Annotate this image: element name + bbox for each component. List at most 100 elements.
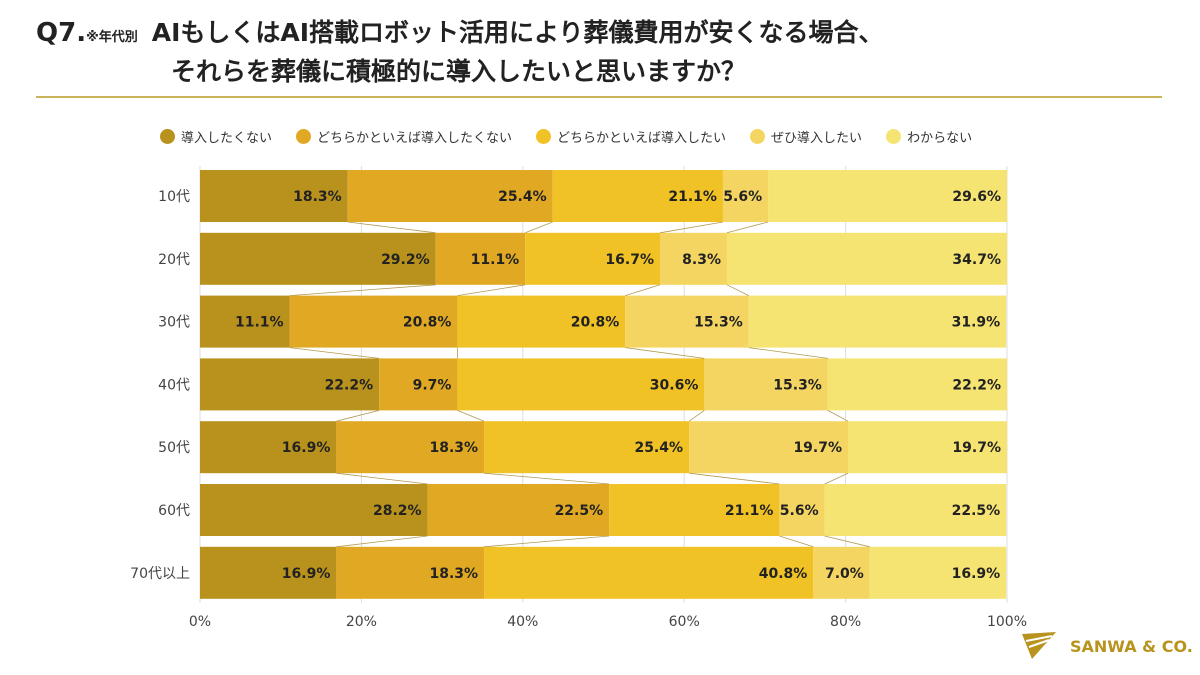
data-label: 5.6%: [723, 189, 762, 205]
bar-segment: [200, 358, 380, 411]
connector-line: [688, 410, 705, 422]
bar-segment: [200, 546, 337, 599]
connector-line: [748, 347, 828, 359]
bar-segment: [200, 421, 337, 474]
data-label: 22.5%: [952, 503, 1001, 519]
connector-line: [525, 221, 553, 234]
category-label: 40代: [158, 377, 190, 393]
connector-line: [289, 284, 436, 296]
x-tick-label: 100%: [987, 614, 1027, 630]
bar-segment: [336, 421, 485, 474]
data-label: 15.3%: [773, 377, 822, 393]
bar-segment: [336, 546, 485, 599]
connector-line: [347, 221, 436, 234]
x-tick-label: 0%: [189, 614, 211, 630]
x-tick-label: 60%: [669, 614, 700, 630]
data-label: 5.6%: [780, 503, 819, 519]
data-label: 20.8%: [571, 315, 620, 331]
bar-segment: [484, 421, 690, 474]
legend-swatch: [160, 129, 175, 144]
data-label: 18.3%: [293, 189, 342, 205]
bar-segment: [659, 232, 727, 285]
data-label: 18.3%: [429, 440, 478, 456]
legend-item: どちらかといえば導入したい: [536, 127, 726, 146]
data-label: 30.6%: [650, 377, 699, 393]
bar-segment: [435, 232, 526, 285]
legend-label: 導入したくない: [181, 131, 273, 146]
legend-swatch: [750, 129, 766, 144]
category-label: 50代: [158, 440, 190, 456]
data-label: 29.2%: [381, 252, 430, 268]
legend-item: 導入したくない: [160, 127, 272, 146]
connector-line: [726, 221, 769, 234]
category-label: 60代: [158, 503, 190, 519]
data-label: 21.1%: [668, 189, 717, 205]
bar-segment: [457, 295, 626, 348]
category-label: 20代: [158, 252, 190, 268]
title-line-1: AIもしくはAI搭載ロボット活用により葬儀費用が安くなる場合、: [151, 18, 884, 47]
legend-swatch: [536, 129, 552, 144]
x-tick-label: 20%: [346, 614, 377, 630]
connector-line: [336, 472, 428, 485]
bar-segment: [779, 484, 825, 536]
logo-text: SANWA & CO.: [1070, 636, 1193, 656]
sanwa-logo: SANWA & CO.: [1022, 632, 1193, 660]
data-label: 28.2%: [373, 503, 422, 519]
category-label: 30代: [158, 315, 190, 331]
data-label: 40.8%: [759, 566, 808, 582]
data-label: 15.3%: [694, 315, 743, 331]
connector-line: [726, 284, 749, 296]
data-label: 11.1%: [235, 315, 284, 331]
legend-swatch: [296, 129, 312, 144]
bar-segment: [869, 546, 1007, 599]
connector-line: [824, 535, 870, 548]
logo-mark-icon: [1022, 632, 1056, 659]
x-tick-label: 40%: [507, 614, 538, 630]
bar-segment: [347, 170, 553, 222]
data-label: 11.1%: [471, 252, 520, 268]
legend-label: わからない: [907, 131, 973, 146]
bar-segment: [457, 358, 705, 411]
legend-item: ぜひ導入したい: [750, 127, 862, 146]
legend-label: ぜひ導入したい: [771, 131, 863, 146]
bar-segment: [525, 232, 660, 285]
data-label: 25.4%: [634, 440, 683, 456]
bar-segment: [813, 546, 870, 599]
chart-title: Q7.※年代別 AIもしくはAI搭載ロボット活用により葬儀費用が安くなる場合、 そ…: [36, 16, 884, 89]
data-label: 16.9%: [282, 440, 331, 456]
data-label: 34.7%: [952, 252, 1001, 268]
data-label: 19.7%: [952, 440, 1001, 456]
connector-line: [688, 472, 780, 485]
bar-segment: [722, 170, 769, 222]
data-label: 20.8%: [403, 315, 452, 331]
data-label: 19.7%: [793, 440, 842, 456]
bar-segment: [484, 546, 814, 599]
bar-segment: [848, 421, 1007, 474]
bar-segment: [726, 232, 1007, 285]
connector-line: [336, 410, 380, 422]
connector-line: [827, 410, 849, 422]
connector-line: [625, 284, 661, 296]
legend-item: わからない: [886, 127, 972, 146]
connector-line: [336, 535, 428, 548]
title-line-2: それらを葬儀に積極的に導入したいと思いますか？: [171, 57, 747, 86]
data-label: 29.6%: [952, 189, 1001, 205]
bar-segment: [824, 484, 1007, 536]
category-label: 10代: [158, 189, 190, 205]
connector-line: [457, 284, 526, 296]
connector-line: [824, 472, 849, 485]
connector-line: [484, 535, 610, 548]
bar-segment: [427, 484, 610, 536]
legend-item: どちらかといえば導入したくない: [296, 127, 512, 146]
bar-segment: [609, 484, 780, 536]
legend-label: どちらかといえば導入したくない: [317, 131, 513, 146]
question-note: ※年代別: [86, 30, 138, 45]
data-label: 9.7%: [413, 377, 452, 393]
bar-segment: [689, 421, 849, 474]
title-divider: [36, 96, 1162, 98]
bar-segment: [625, 295, 749, 348]
bar-segment: [768, 170, 1007, 222]
legend: 導入したくない どちらかといえば導入したくない どちらかといえば導入したい ぜひ導入し…: [160, 127, 972, 146]
data-label: 21.1%: [725, 503, 774, 519]
question-number: Q7.: [36, 18, 87, 48]
